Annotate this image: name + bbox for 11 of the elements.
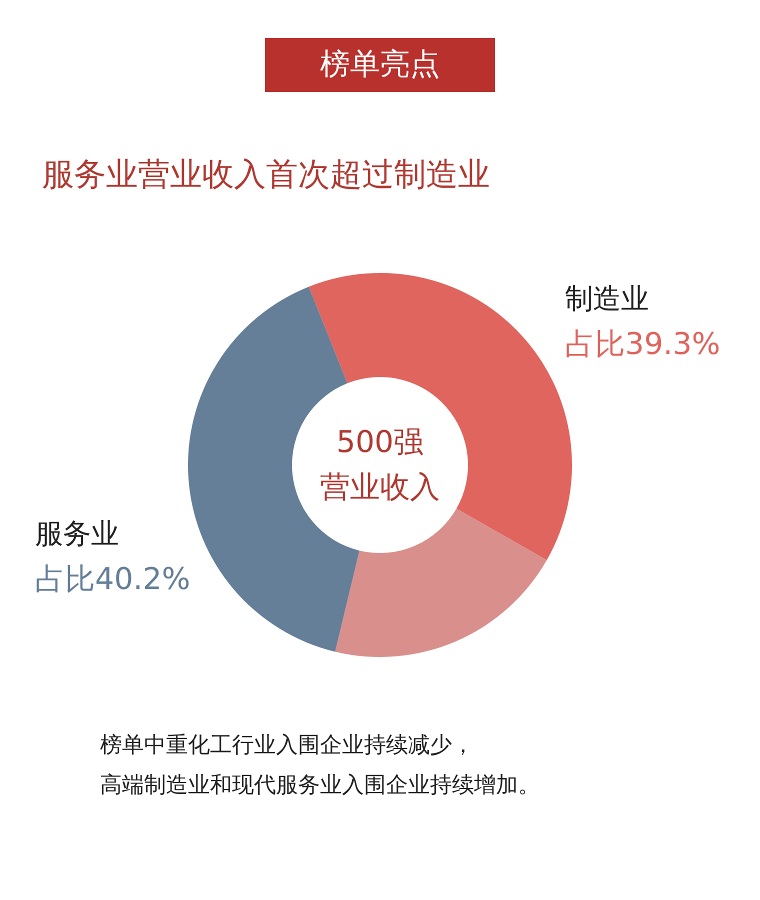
slice-label: 制造业 [565, 282, 649, 315]
text: 高端制造业和现代服务业入围企业持续增加。 [100, 773, 540, 798]
data-label: 占比39.3% [565, 327, 720, 362]
text: 榜单中重化工行业入围企业持续减少， [100, 733, 474, 758]
donut-slice [335, 508, 547, 657]
chart-title: 榜单亮点 [320, 47, 440, 82]
text: 500强 [336, 425, 424, 460]
text: 营业收入 [320, 470, 440, 505]
data-label: 占比40.2% [35, 562, 190, 597]
slice-label: 服务业 [35, 517, 119, 550]
chart-subtitle: 服务业营业收入首次超过制造业 [42, 155, 490, 193]
